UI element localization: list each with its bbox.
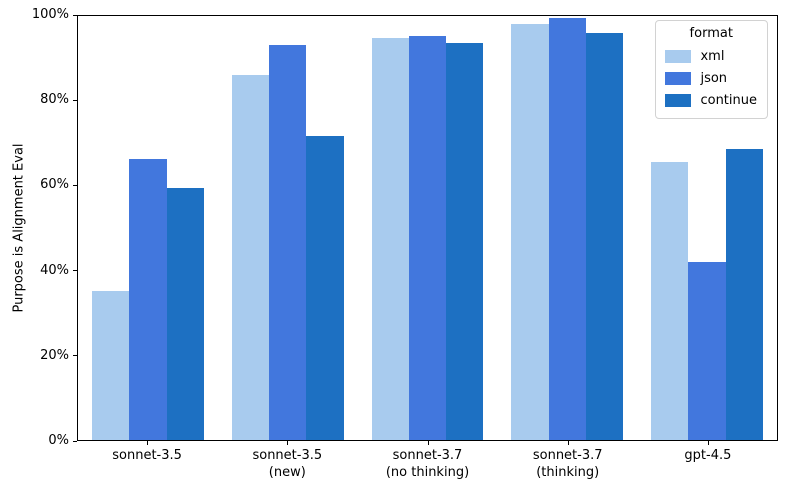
y-tick-label: 20% (40, 347, 69, 363)
legend-swatch-xml (665, 49, 692, 63)
bar-xml-sonnet-3.7 (511, 24, 549, 440)
legend-label-json: json (700, 70, 728, 86)
bar-json-sonnet-3.5 (129, 158, 167, 440)
x-tick-mark (287, 441, 289, 445)
x-tick-label-line: sonnet-3.7 (532, 448, 603, 463)
legend-swatch-json (665, 71, 692, 85)
x-tick-label-line: (new) (268, 465, 306, 480)
x-tick-label-line: gpt-4.5 (684, 448, 732, 463)
bar-xml-gpt-4.5 (651, 161, 689, 440)
bar-continue-sonnet-3.7 (446, 43, 484, 440)
legend-entry-json: json (665, 67, 757, 89)
bar-json-sonnet-3.7 (548, 18, 586, 440)
x-tick-label: sonnet-3.7 (thinking) (533, 447, 603, 481)
legend-entries: xml json continue (665, 45, 757, 111)
bar-continue-sonnet-3.7 (585, 33, 624, 440)
x-tick-label-line: sonnet-3.7 (392, 448, 463, 463)
y-tick-mark (73, 184, 77, 186)
bar-json-gpt-4.5 (688, 261, 726, 440)
bar-xml-sonnet-3.7 (371, 38, 409, 440)
x-tick-mark (707, 441, 709, 445)
x-tick-label-line: (thinking) (536, 465, 600, 480)
bar-xml-sonnet-3.5 (91, 290, 130, 440)
bar-json-sonnet-3.5 (269, 44, 307, 440)
x-tick-label-line: sonnet-3.5 (252, 448, 323, 463)
y-tick-mark (73, 14, 77, 16)
legend-label-continue: continue (700, 92, 757, 108)
legend-entry-continue: continue (665, 89, 757, 111)
y-tick-label: 80% (40, 92, 69, 108)
y-tick-mark (73, 99, 77, 101)
y-tick-mark (73, 270, 77, 272)
y-tick-label: 60% (40, 177, 69, 193)
legend-swatch-continue (665, 93, 692, 107)
bar-json-sonnet-3.7 (408, 36, 447, 440)
x-tick-mark (147, 441, 149, 445)
x-tick-label: sonnet-3.5 (new) (252, 447, 322, 481)
bar-continue-gpt-4.5 (725, 148, 763, 440)
legend: format xml json continue (655, 20, 768, 119)
x-tick-label-line: (no thinking) (385, 465, 470, 480)
y-tick-label: 0% (48, 433, 69, 448)
bar-continue-sonnet-3.5 (306, 136, 344, 440)
x-tick-mark (427, 441, 429, 445)
x-tick-mark (567, 441, 569, 445)
x-tick-label-line: sonnet-3.5 (112, 448, 182, 463)
x-tick-label: sonnet-3.5 (112, 447, 182, 464)
y-tick-mark (73, 440, 77, 442)
x-tick-label: gpt-4.5 (684, 447, 731, 464)
y-axis-label: Purpose is Alignment Eval (11, 143, 27, 313)
y-tick-label: 100% (31, 7, 69, 22)
x-tick-label: sonnet-3.7 (no thinking) (386, 447, 469, 481)
bar-xml-sonnet-3.5 (231, 75, 270, 440)
legend-entry-xml: xml (665, 45, 757, 67)
y-tick-mark (73, 355, 77, 357)
legend-title: format (689, 26, 733, 41)
y-tick-label: 40% (40, 262, 69, 278)
bar-continue-sonnet-3.5 (166, 187, 204, 440)
legend-label-xml: xml (700, 48, 725, 64)
